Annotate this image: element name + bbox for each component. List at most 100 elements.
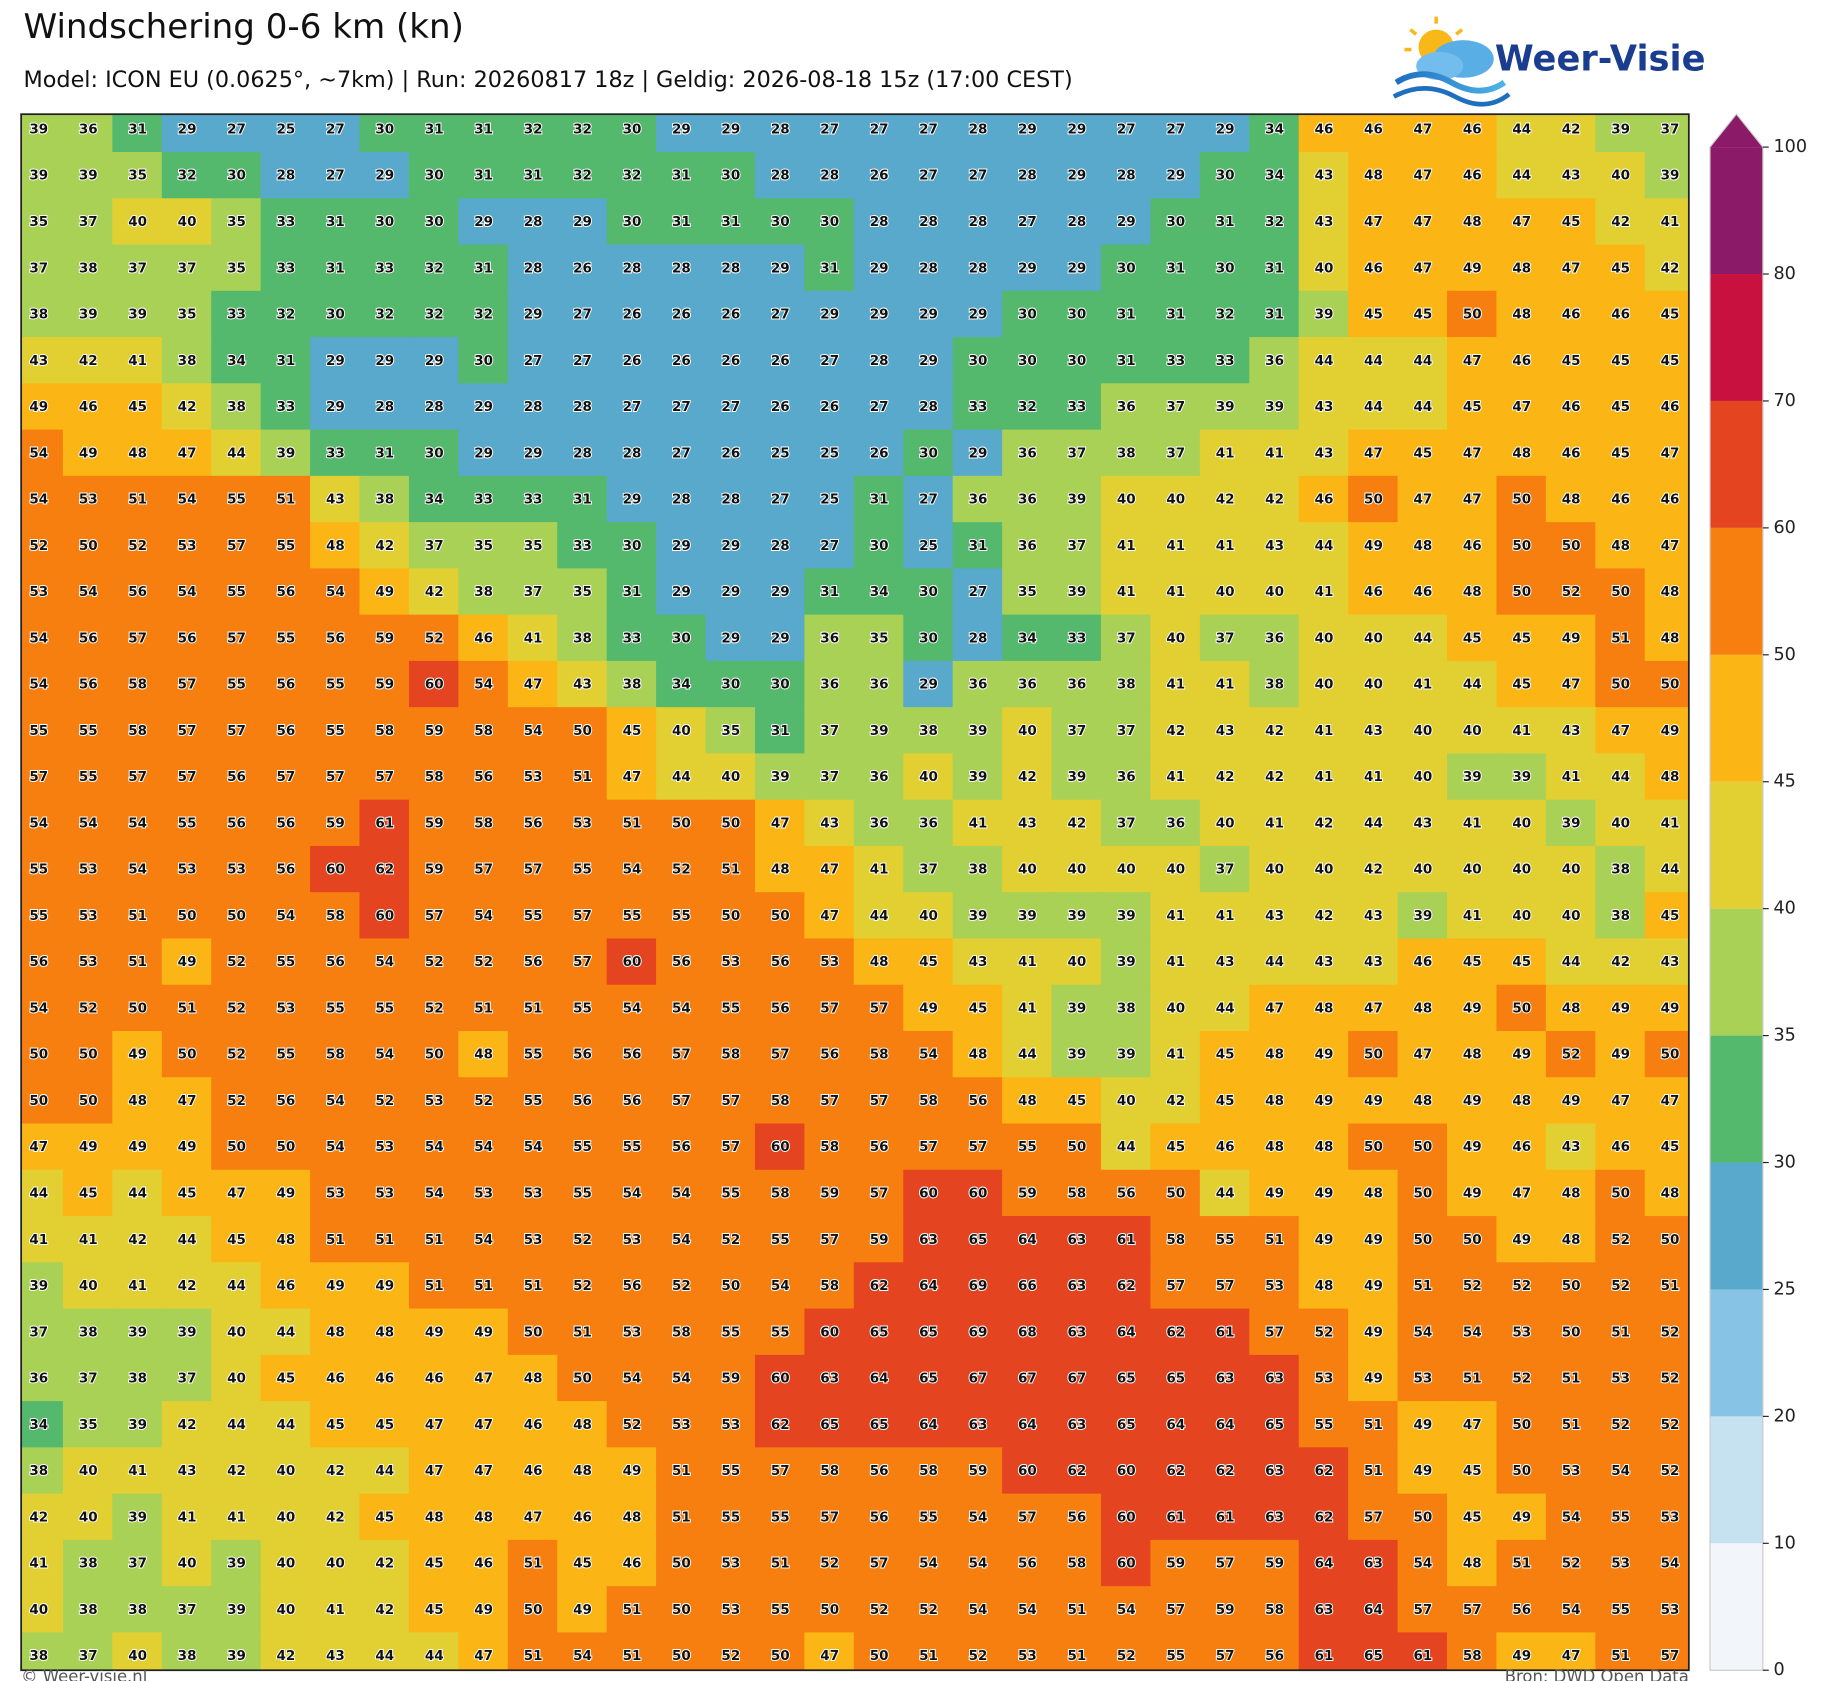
value-label: 50	[1611, 584, 1630, 600]
cell	[1298, 753, 1350, 801]
value-label: 37	[1117, 630, 1136, 646]
value-label: 31	[623, 584, 642, 600]
value-label: 33	[1067, 399, 1086, 415]
value-label: 45	[1216, 1047, 1235, 1063]
cell	[705, 1169, 757, 1218]
value-label: 51	[623, 815, 642, 831]
cell	[62, 475, 114, 524]
value-label: 37	[1216, 862, 1235, 878]
value-label: 34	[1018, 630, 1037, 646]
cell	[1051, 429, 1103, 478]
cell	[952, 614, 1004, 663]
cell	[1496, 475, 1548, 524]
cell	[1100, 1493, 1152, 1542]
cell	[1644, 114, 1689, 154]
value-label: 44	[227, 1417, 246, 1433]
value-label: 57	[178, 723, 197, 739]
value-label: 29	[721, 584, 740, 600]
value-label: 60	[1018, 1463, 1037, 1479]
cell	[952, 753, 1004, 801]
value-label: 25	[771, 445, 790, 461]
value-label: 52	[1611, 1278, 1630, 1294]
value-label: 53	[227, 862, 246, 878]
cell	[62, 1123, 114, 1171]
value-label: 47	[1562, 677, 1581, 693]
value-label: 39	[227, 1602, 246, 1618]
cell	[310, 660, 361, 709]
value-label: 30	[623, 538, 642, 554]
cell	[1348, 429, 1399, 478]
value-label: 45	[1512, 954, 1531, 970]
value-label: 37	[524, 584, 543, 600]
value-label: 40	[1611, 815, 1630, 831]
value-label: 57	[870, 1093, 889, 1109]
cell	[1496, 429, 1548, 478]
value-label: 50	[721, 1278, 740, 1294]
value-label: 40	[1216, 584, 1235, 600]
cell	[903, 429, 954, 478]
cell	[1496, 1401, 1548, 1449]
value-label: 30	[1117, 260, 1136, 276]
cell	[1150, 1632, 1202, 1671]
cell	[260, 938, 312, 986]
value-label: 41	[1166, 584, 1185, 600]
value-label: 69	[969, 1278, 988, 1294]
cell	[1496, 984, 1548, 1033]
cell	[507, 1632, 559, 1671]
cell	[310, 1493, 361, 1542]
cell	[507, 1539, 559, 1588]
value-label: 53	[524, 769, 543, 785]
value-label: 45	[623, 723, 642, 739]
value-label: 47	[1413, 214, 1432, 230]
value-label: 27	[227, 121, 246, 137]
value-label: 42	[1265, 769, 1284, 785]
value-label: 52	[623, 1417, 642, 1433]
cell	[62, 845, 114, 894]
cell	[952, 475, 1004, 524]
cell	[1249, 337, 1300, 385]
value-label: 36	[29, 1371, 48, 1387]
cell	[161, 522, 213, 570]
value-label: 58	[672, 1324, 691, 1340]
cell	[853, 337, 905, 385]
value-label: 29	[573, 214, 592, 230]
value-label: 57	[1018, 1509, 1037, 1525]
value-label: 57	[29, 769, 48, 785]
cell	[656, 1493, 707, 1542]
cell	[1447, 522, 1498, 570]
value-label: 40	[1265, 862, 1284, 878]
cell	[1298, 290, 1350, 339]
cell	[359, 114, 411, 154]
value-label: 57	[524, 862, 543, 878]
value-label: 39	[1018, 908, 1037, 924]
cell	[112, 1216, 163, 1264]
cell	[1100, 1262, 1152, 1310]
value-label: 28	[573, 399, 592, 415]
value-label: 48	[1661, 630, 1680, 646]
cell	[804, 337, 855, 385]
value-label: 54	[672, 1232, 691, 1248]
value-label: 37	[1067, 445, 1086, 461]
value-label: 51	[1512, 1556, 1531, 1572]
cell	[1199, 938, 1251, 986]
value-label: 38	[128, 1371, 147, 1387]
cell	[853, 1586, 905, 1634]
value-label: 56	[1512, 1602, 1531, 1618]
cell	[161, 1447, 213, 1495]
value-label: 47	[1463, 353, 1482, 369]
cell	[754, 1493, 806, 1542]
value-label: 51	[1562, 1417, 1581, 1433]
value-label: 40	[1413, 769, 1432, 785]
value-label: 54	[326, 1093, 345, 1109]
value-label: 51	[1364, 1417, 1383, 1433]
value-label: 28	[375, 399, 394, 415]
value-label: 53	[178, 862, 197, 878]
cell	[1249, 984, 1300, 1033]
value-label: 48	[1463, 214, 1482, 230]
cell	[260, 1169, 312, 1218]
cell	[1545, 660, 1597, 709]
value-label: 51	[277, 492, 296, 508]
value-label: 55	[29, 723, 48, 739]
value-label: 57	[1166, 1602, 1185, 1618]
value-label: 52	[375, 1093, 394, 1109]
